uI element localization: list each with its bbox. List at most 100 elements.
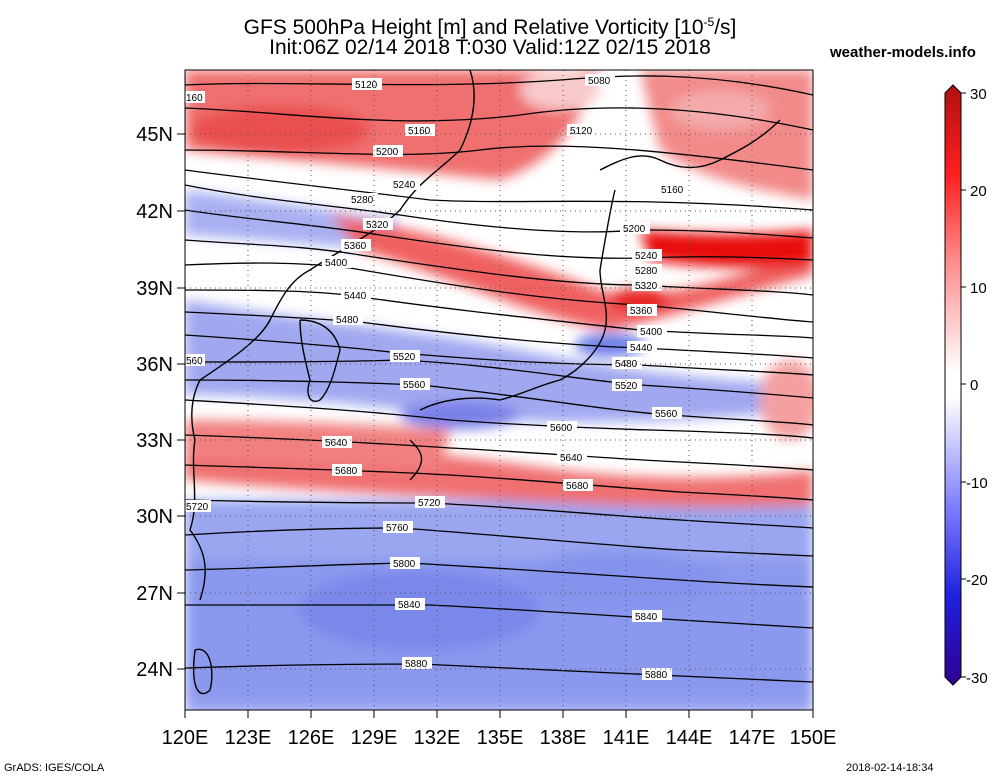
contour-label: 5120 [567, 124, 597, 137]
contour-label: 5320 [632, 279, 662, 292]
lat-label: 27N [136, 583, 173, 605]
lon-label: 132E [414, 727, 461, 749]
svg-text:5320: 5320 [635, 281, 658, 292]
lat-label: 24N [136, 659, 173, 681]
site-name: weather-models.info [830, 44, 976, 61]
svg-text:5400: 5400 [325, 258, 348, 269]
svg-text:5280: 5280 [635, 266, 658, 277]
contour-label: 5440 [341, 289, 371, 302]
map-title: GFS 500hPa Height [m] and Relative Vorti… [243, 15, 737, 39]
contour-label: 5240 [632, 249, 662, 262]
contour-label: 5440 [627, 341, 657, 354]
contour-label: 5840 [632, 610, 662, 623]
svg-text:5280: 5280 [351, 195, 374, 206]
colorbar-label: -20 [966, 572, 988, 589]
svg-text:5400: 5400 [640, 327, 663, 338]
lon-label: 135E [477, 727, 524, 749]
contour-label: 5560 [400, 378, 430, 391]
contour-label: 5640 [322, 436, 352, 449]
contour-label: 5480 [612, 357, 642, 370]
lon-label: 138E [540, 727, 587, 749]
svg-text:5680: 5680 [566, 481, 589, 492]
lon-label: 141E [603, 727, 650, 749]
svg-text:5440: 5440 [630, 343, 653, 354]
contour-labels: 5080 5120 5120 5160 5160 160 5200 5200 5… [185, 74, 688, 681]
contour-label: 5400 [637, 325, 667, 338]
lat-label: 30N [136, 506, 173, 528]
contour-label: 5240 [390, 178, 420, 191]
contour-label: 5160 [405, 124, 435, 137]
svg-text:5640: 5640 [325, 438, 348, 449]
svg-text:5080: 5080 [588, 76, 611, 87]
contour-label: 160 [185, 91, 205, 104]
lon-label: 150E [790, 727, 837, 749]
lon-labels: 120E 123E 126E 129E 132E 135E 138E 141E … [162, 727, 837, 749]
lon-label: 144E [666, 727, 713, 749]
svg-text:5240: 5240 [635, 251, 658, 262]
contour-label: 5720 [415, 496, 445, 509]
lat-label: 42N [136, 201, 173, 223]
colorbar: 30 20 10 0 -10 -20 -30 [944, 84, 988, 687]
vorticity-field [185, 70, 813, 710]
svg-text:5640: 5640 [560, 453, 583, 464]
colorbar-label: 10 [970, 280, 987, 297]
svg-text:5680: 5680 [335, 466, 358, 477]
contour-label: 5080 [585, 74, 615, 87]
lon-label: 123E [225, 727, 272, 749]
lat-label: 39N [136, 278, 173, 300]
contour-label: 5880 [642, 668, 672, 681]
svg-text:5880: 5880 [405, 659, 428, 670]
contour-label: 5200 [373, 145, 403, 158]
svg-text:5600: 5600 [550, 423, 573, 434]
contour-label: 5680 [332, 464, 362, 477]
svg-text:5520: 5520 [393, 352, 416, 363]
colorbar-label: 0 [970, 377, 978, 394]
svg-text:560: 560 [186, 356, 203, 367]
contour-label: 5680 [563, 479, 593, 492]
svg-text:5520: 5520 [615, 381, 638, 392]
lon-label: 147E [729, 727, 776, 749]
contour-label: 5520 [390, 350, 420, 363]
svg-text:5160: 5160 [661, 185, 684, 196]
contour-label: 5400 [322, 256, 352, 269]
contour-label: 5480 [333, 313, 363, 326]
contour-label: 5560 [652, 407, 682, 420]
svg-text:5480: 5480 [336, 315, 359, 326]
svg-text:5120: 5120 [355, 80, 378, 91]
svg-text:5880: 5880 [645, 670, 668, 681]
contour-label: 5600 [547, 421, 577, 434]
contour-label: 5320 [363, 218, 393, 231]
contour-label: 5720 [185, 500, 211, 513]
svg-text:160: 160 [186, 93, 203, 104]
contour-label: 5120 [352, 78, 382, 91]
svg-text:5760: 5760 [386, 523, 409, 534]
svg-text:5440: 5440 [344, 291, 367, 302]
svg-text:5840: 5840 [398, 600, 421, 611]
svg-text:5360: 5360 [344, 241, 367, 252]
colorbar-label: -10 [966, 475, 988, 492]
colorbar-label: 20 [970, 183, 987, 200]
lat-labels: 45N 42N 39N 36N 33N 30N 27N 24N [136, 124, 173, 681]
lon-label: 129E [351, 727, 398, 749]
map-subtitle: Init:06Z 02/14 2018 T:030 Valid:12Z 02/1… [269, 36, 711, 59]
contour-label: 5640 [557, 451, 587, 464]
svg-text:5560: 5560 [655, 409, 678, 420]
svg-text:5840: 5840 [635, 612, 658, 623]
grid-lines [185, 70, 813, 710]
contour-label: 5160 [658, 183, 688, 196]
contour-label: 5280 [348, 193, 378, 206]
contour-label: 5760 [383, 521, 413, 534]
colorbar-ticks [961, 92, 966, 678]
svg-text:5720: 5720 [418, 498, 441, 509]
svg-text:5200: 5200 [376, 147, 399, 158]
svg-text:5240: 5240 [393, 180, 416, 191]
svg-text:5320: 5320 [366, 220, 389, 231]
map-frame [184, 69, 814, 711]
contour-label: 5800 [390, 557, 420, 570]
svg-text:5480: 5480 [615, 359, 638, 370]
contour-label: 5200 [620, 222, 650, 235]
lat-ticks [177, 133, 185, 670]
colorbar-label: 30 [970, 86, 987, 103]
svg-text:5200: 5200 [623, 224, 646, 235]
